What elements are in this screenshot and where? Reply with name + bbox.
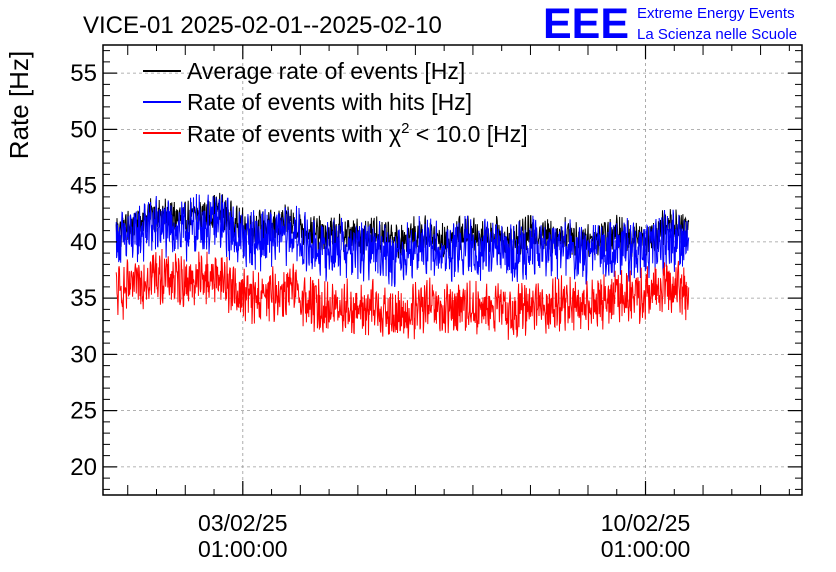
y-axis-label: Rate [Hz] xyxy=(4,51,34,159)
x-tick-date-label: 10/02/25 xyxy=(601,510,691,536)
legend-label-chi2: Rate of events with χ2 < 10.0 [Hz] xyxy=(187,120,528,147)
legend-label-part: 2 xyxy=(401,120,409,137)
eee-logo-mark: EEE xyxy=(543,0,629,48)
y-tick-label: 20 xyxy=(70,454,97,481)
y-tick-label: 45 xyxy=(70,173,97,200)
x-tick-date-label: 03/02/25 xyxy=(198,510,288,536)
chart-title: VICE-01 2025-02-01--2025-02-10 xyxy=(83,12,442,39)
x-tick-time-label: 01:00:00 xyxy=(601,536,691,562)
series-hits-rate xyxy=(115,193,690,288)
plot-frame xyxy=(102,44,803,496)
y-tick-label: 35 xyxy=(70,285,97,312)
series-layer xyxy=(115,192,690,340)
legend-label-hits: Rate of events with hits [Hz] xyxy=(187,89,472,115)
y-tick-label: 50 xyxy=(70,116,97,143)
series-chi2-rate xyxy=(115,248,690,340)
y-tick-labels: 20 25 30 35 40 45 50 55 xyxy=(70,60,97,481)
x-tick-time-label: 01:00:00 xyxy=(198,536,288,562)
legend-label-average: Average rate of events [Hz] xyxy=(187,58,465,84)
y-tick-label: 25 xyxy=(70,398,97,425)
x-tick-labels: 03/02/25 01:00:00 10/02/25 01:00:00 xyxy=(198,510,690,562)
eee-logo-line1: Extreme Energy Events xyxy=(637,5,795,22)
eee-logo-line2: La Scienza nelle Scuole xyxy=(637,26,797,43)
y-tick-label: 40 xyxy=(70,229,97,256)
y-tick-label: 55 xyxy=(70,60,97,87)
tick-layer xyxy=(103,45,802,495)
legend: Average rate of events [Hz] Rate of even… xyxy=(143,58,528,147)
legend-label-part: < 10.0 [Hz] xyxy=(409,121,527,147)
y-tick-label: 30 xyxy=(70,341,97,368)
eee-logo: EEE Extreme Energy Events La Scienza nel… xyxy=(543,0,797,48)
legend-label-part: Rate of events with χ xyxy=(187,121,401,147)
